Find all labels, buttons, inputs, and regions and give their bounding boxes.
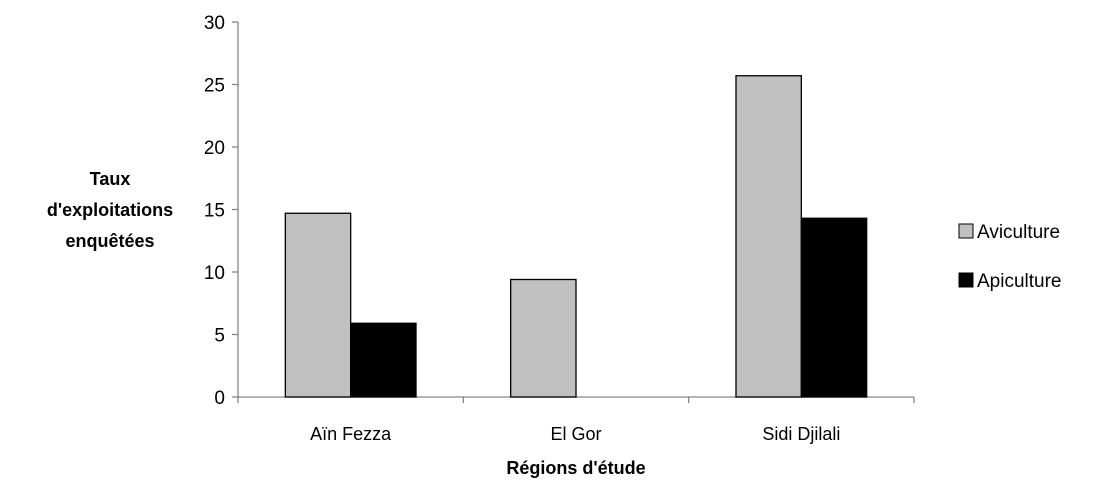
x-axis: Aïn Fezza El Gor Sidi Djilali: [237, 396, 915, 444]
legend-swatch-apiculture: [958, 272, 974, 288]
legend-label-aviculture: Aviculture: [977, 222, 1060, 243]
y-tick-label: 10: [204, 263, 225, 284]
y-tick-label: 0: [214, 388, 225, 409]
bar-aviculture: [735, 75, 802, 398]
y-tick-label: 30: [204, 13, 225, 34]
bar-apiculture: [350, 322, 417, 398]
legend-label-apiculture: Apiculture: [977, 271, 1062, 292]
y-tick-label: 25: [204, 76, 225, 97]
x-tick-label: El Gor: [550, 424, 601, 444]
y-tick-label: 20: [204, 138, 225, 159]
bar-aviculture: [510, 278, 577, 398]
legend-swatch-aviculture: [958, 223, 974, 239]
x-axis-title: Régions d'étude: [506, 458, 645, 478]
y-axis-title-line: Taux: [90, 169, 131, 189]
bars: [284, 75, 868, 398]
y-axis-title-line: d'exploitations: [47, 200, 173, 220]
legend: Aviculture Apiculture: [958, 222, 1062, 292]
y-axis-title-line: enquêtées: [65, 231, 154, 251]
y-axis-title: Taux d'exploitations enquêtées: [47, 169, 173, 251]
y-axis: 0 5 10 15 20 25 30: [204, 13, 239, 409]
x-tick-label: Aïn Fezza: [310, 424, 392, 444]
bar-apiculture: [800, 217, 868, 398]
y-tick-label: 15: [204, 201, 225, 222]
y-tick-label: 5: [214, 326, 225, 347]
bar-aviculture: [284, 212, 352, 398]
x-tick-label: Sidi Djilali: [762, 424, 840, 444]
